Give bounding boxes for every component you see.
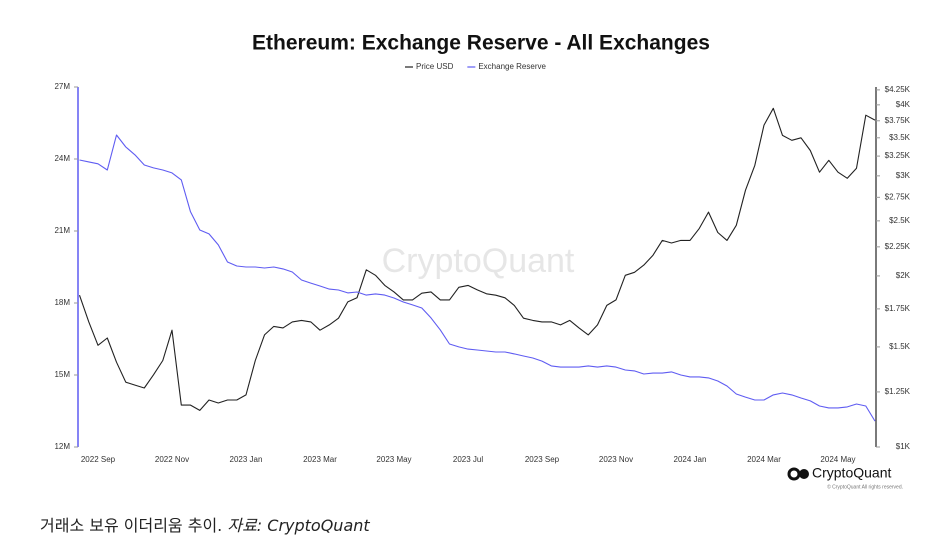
y2-tick-label: $1K (896, 442, 911, 451)
y-tick-label: 21M (54, 226, 70, 235)
x-tick-label: 2023 Mar (303, 455, 337, 464)
y-tick-label: 24M (54, 154, 70, 163)
y2-tick-label: $2.5K (889, 216, 911, 225)
x-tick-label: 2023 Jul (453, 455, 483, 464)
y-tick-label: 12M (54, 442, 70, 451)
series-line (79, 134, 876, 422)
y2-tick-label: $1.75K (885, 304, 911, 313)
y2-tick-label: $3.5K (889, 133, 911, 142)
chart-title: Ethereum: Exchange Reserve - All Exchang… (252, 32, 710, 55)
y-tick-label: 18M (54, 298, 70, 307)
y2-tick-label: $4.25K (885, 85, 911, 94)
y-tick-label: 27M (54, 82, 70, 91)
legend-label: Exchange Reserve (478, 62, 546, 71)
x-tick-label: 2023 Nov (599, 455, 633, 464)
y2-tick-label: $3K (896, 171, 911, 180)
y2-tick-label: $2.75K (885, 192, 911, 201)
copyright: © CryptoQuant All rights reserved. (827, 483, 903, 490)
x-tick-label: 2023 Jan (230, 455, 263, 464)
series-line (78, 107, 876, 411)
logo: CryptoQuant (812, 465, 891, 481)
page: Ethereum: Exchange Reserve - All Exchang… (40, 31, 911, 535)
y2-tick-label: $1.5K (889, 342, 911, 351)
logo-icon (787, 467, 809, 481)
y2-tick-label: $2K (896, 271, 911, 280)
chart: Ethereum: Exchange Reserve - All Exchang… (54, 32, 911, 491)
x-tick-label: 2022 Sep (81, 455, 116, 464)
y2-tick-label: $3.25K (885, 151, 911, 160)
watermark: CryptoQuant (382, 242, 575, 280)
caption-source: 자료: CryptoQuant (227, 516, 370, 535)
y2-tick-label: $3.75K (885, 116, 911, 125)
x-tick-label: 2022 Nov (155, 455, 189, 464)
x-tick-label: 2023 May (376, 455, 411, 464)
caption: 거래소 보유 이더리움 추이. 자료: CryptoQuant (40, 512, 370, 536)
x-tick-label: 2024 Mar (747, 455, 781, 464)
y2-tick-label: $4K (896, 100, 911, 109)
y2-tick-label: $2.25K (885, 242, 911, 251)
legend-label: Price USD (416, 62, 454, 71)
x-tick-label: 2024 Jan (674, 455, 707, 464)
x-tick-label: 2023 Sep (525, 455, 560, 464)
y-tick-label: 15M (54, 370, 70, 379)
x-tick-label: 2024 May (820, 455, 855, 464)
caption-text: 거래소 보유 이더리움 추이. (40, 516, 223, 535)
y2-tick-label: $1.25K (885, 387, 911, 396)
